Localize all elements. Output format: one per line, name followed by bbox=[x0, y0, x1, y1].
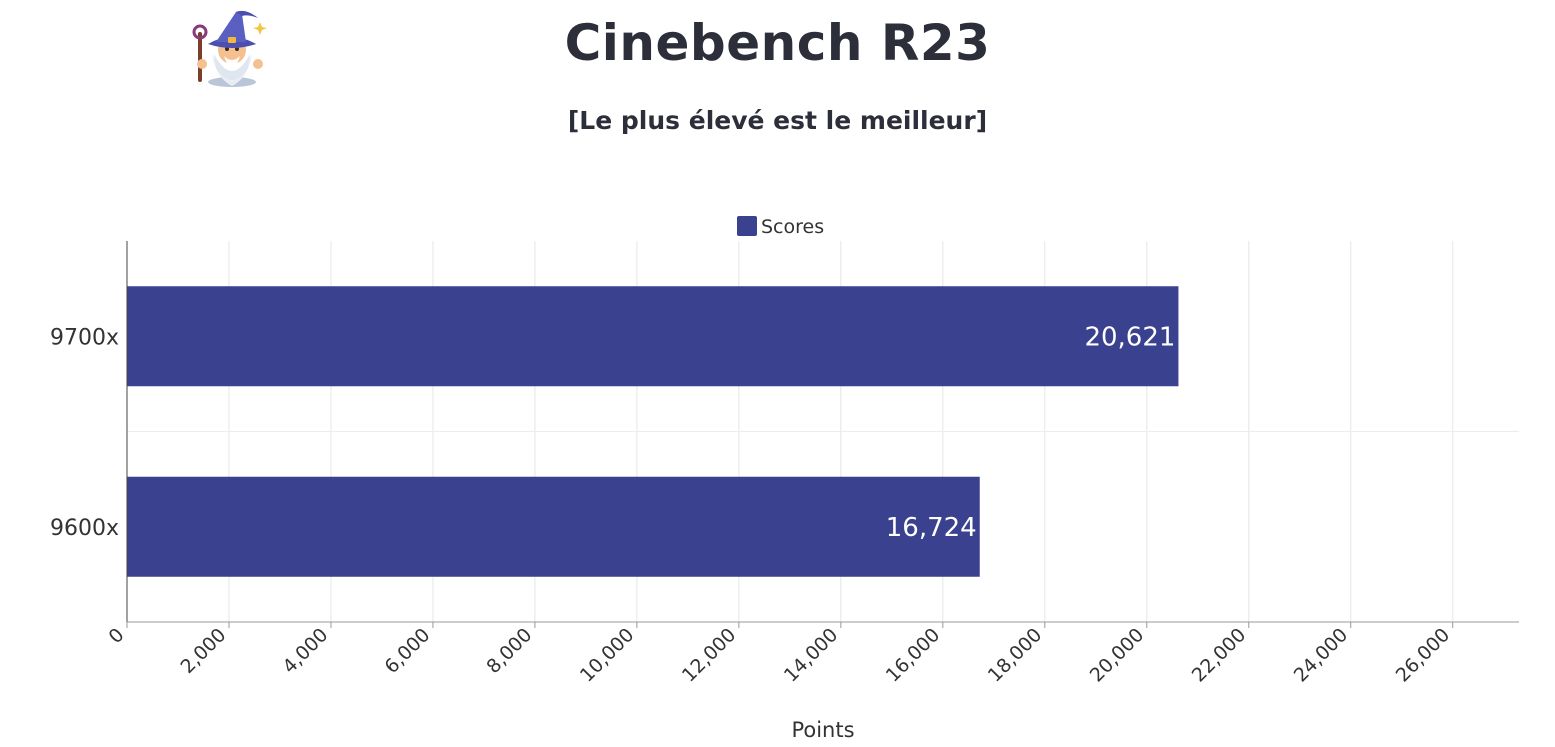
bar-9600x bbox=[127, 476, 980, 577]
y-tick-label: 9700x bbox=[50, 325, 119, 350]
x-tick-label: 26,000 bbox=[1392, 624, 1455, 687]
x-tick-label: 24,000 bbox=[1290, 624, 1353, 687]
x-tick-label: 10,000 bbox=[576, 624, 639, 687]
x-tick-label: 4,000 bbox=[278, 624, 332, 678]
bar-series: 20,621 16,724 bbox=[127, 286, 1179, 577]
x-tick-label: 14,000 bbox=[780, 624, 843, 687]
bar-9700x bbox=[127, 286, 1179, 387]
x-tick-label: 16,000 bbox=[882, 624, 945, 687]
legend: Scores bbox=[737, 216, 824, 238]
x-tick-label: 2,000 bbox=[176, 624, 230, 678]
x-tick-label: 8,000 bbox=[482, 624, 536, 678]
x-tick-label: 12,000 bbox=[678, 624, 741, 687]
legend-swatch bbox=[737, 216, 757, 236]
x-axis-label: Points bbox=[791, 718, 854, 742]
x-tick-label: 22,000 bbox=[1188, 624, 1251, 687]
y-tick-label: 9600x bbox=[50, 516, 119, 541]
x-tick-label: 20,000 bbox=[1086, 624, 1149, 687]
bar-value-label: 16,724 bbox=[886, 513, 977, 543]
chart-subtitle: [Le plus élevé est le meilleur] bbox=[567, 106, 988, 135]
x-tick-label: 18,000 bbox=[984, 624, 1047, 687]
x-tick-label: 6,000 bbox=[380, 624, 434, 678]
bar-value-label: 20,621 bbox=[1084, 322, 1175, 352]
chart-title: Cinebench R23 bbox=[564, 14, 991, 72]
wizard-icon bbox=[192, 10, 267, 87]
x-tick-label: 0 bbox=[104, 624, 128, 648]
legend-label: Scores bbox=[761, 216, 824, 238]
